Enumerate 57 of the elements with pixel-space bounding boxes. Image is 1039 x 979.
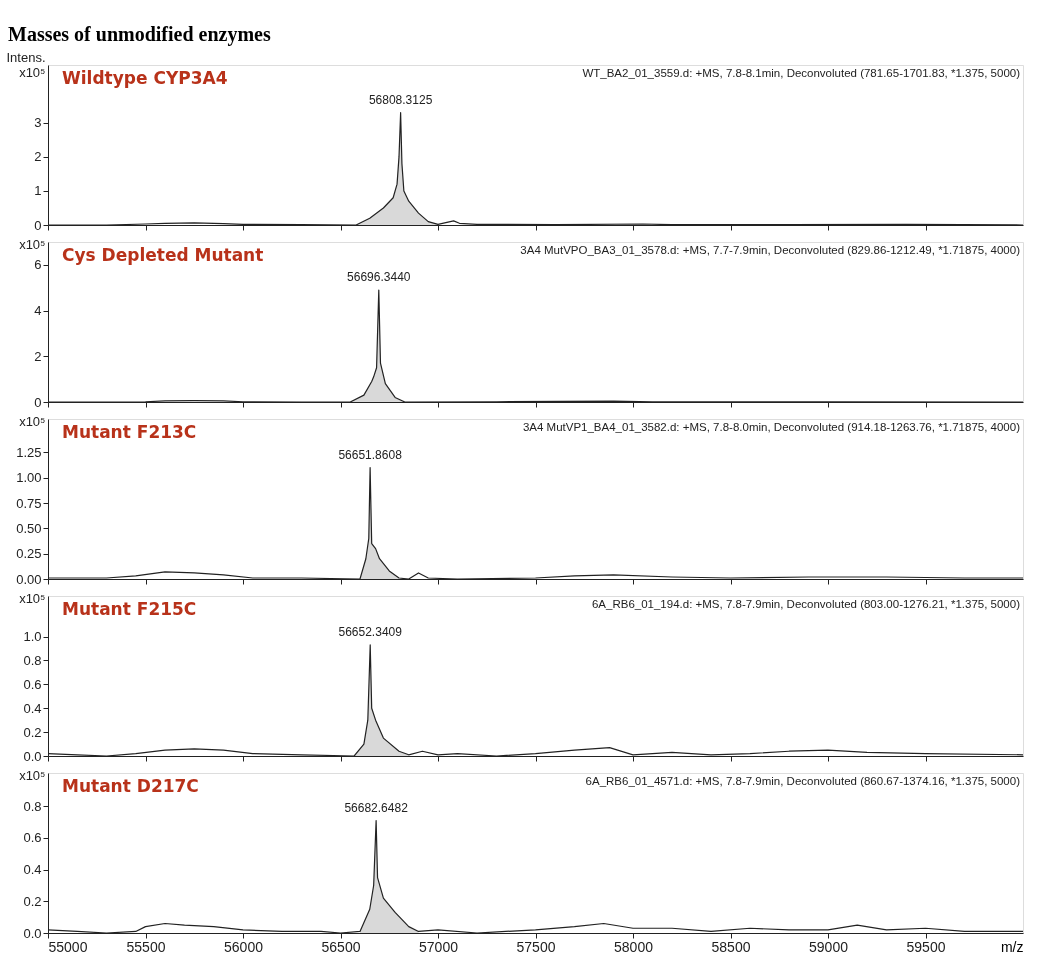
y-tick-label: 0.6 — [23, 830, 42, 846]
chart-title: Wildtype CYP3A4 — [62, 68, 228, 88]
y-tick-label: 0.4 — [23, 700, 42, 716]
y-tick-label: 0 — [34, 217, 42, 233]
y-tick-label: 0 — [34, 394, 42, 410]
y-tick-label: 0.50 — [16, 520, 42, 536]
y-tick-label: 4 — [34, 303, 42, 319]
x-tick-label: 55500 — [126, 938, 166, 955]
y-tick-label: 0.25 — [16, 546, 42, 562]
y-tick-label: 0.00 — [16, 571, 42, 587]
y-tick-label: 0.8 — [23, 652, 42, 668]
y-axis-title: x10⁵ — [19, 590, 46, 606]
x-tick-label: 55000 — [48, 938, 88, 955]
chart-subtitle: 6A_RB6_01_194.d: +MS, 7.8-7.9min, Deconvoluted (803.00-1276.21, *1.375, 5000) — [591, 598, 1021, 610]
x-tick-label: 57500 — [516, 938, 556, 955]
y-tick-label: 1.00 — [16, 470, 42, 486]
y-tick-label: 0.0 — [23, 925, 42, 941]
y-tick-label: 2 — [34, 149, 42, 165]
x-tick-label: 57000 — [419, 938, 459, 955]
y-axis-title: x10⁵ — [19, 236, 46, 252]
annotation: 56652.3409 — [338, 624, 403, 639]
y-tick-label: 0.4 — [23, 862, 42, 878]
chart-subtitle: 3A4 MutVPO_BA3_01_3578.d: +MS, 7.7-7.9min, Deconvoluted (829.86-1212.49, *1.71875, 4000) — [520, 244, 1021, 256]
y-tick-label: 3 — [34, 115, 42, 131]
y-tick-label: 0.8 — [23, 798, 42, 814]
annotation: 56651.8608 — [338, 447, 403, 462]
chart-subtitle: WT_BA2_01_3559.d: +MS, 7.8-8.1min, Deconvoluted (781.65-1701.83, *1.375, 5000) — [582, 67, 1021, 79]
y-tick-label: 0.2 — [23, 724, 42, 740]
y-tick-label: 1.25 — [16, 444, 42, 460]
x-tick-label: 56000 — [224, 938, 264, 955]
x-tick-label: 59000 — [809, 938, 849, 955]
y-tick-label: 0.0 — [23, 748, 42, 764]
chart-title: Mutant D217C — [62, 776, 199, 796]
chart-title: Mutant F213C — [62, 422, 197, 442]
chart-title: Cys Depleted Mutant — [62, 245, 264, 265]
y-tick-label: 1 — [34, 183, 42, 199]
annotation: 56696.3440 — [347, 270, 411, 284]
x-tick-label: 59500 — [906, 938, 946, 955]
annotation: 56808.3125 — [368, 92, 433, 107]
y-tick-label: 0.6 — [23, 676, 42, 692]
y-tick-label: 1.0 — [23, 629, 42, 645]
chart-title: Mutant F215C — [62, 599, 197, 619]
y-axis-title: x10⁵ — [19, 767, 46, 783]
x-tick-label: 58000 — [614, 938, 654, 955]
x-tick-label: 58500 — [711, 938, 751, 955]
y-tick-label: 0.2 — [23, 893, 42, 909]
text: Masses of unmodified enzymes — [8, 23, 271, 46]
x-axis-title: m/z — [1000, 938, 1024, 955]
chart-subtitle: 6A_RB6_01_4571.d: +MS, 7.8-7.9min, Deconvoluted (860.67-1374.16, *1.375, 5000) — [585, 775, 1021, 787]
chart-subtitle: 3A4 MutVP1_BA4_01_3582.d: +MS, 7.8-8.0min, Deconvoluted (914.18-1263.76, *1.71875, 4000) — [522, 421, 1021, 433]
annotation: 56682.6482 — [344, 800, 409, 815]
y-axis-title: Intens. x10⁵ — [6, 49, 46, 80]
y-tick-label: 0.75 — [16, 495, 42, 511]
y-tick-label: 6 — [34, 257, 42, 273]
y-tick-label: 2 — [34, 348, 42, 364]
x-tick-label: 56500 — [321, 938, 361, 955]
y-axis-title: x10⁵ — [19, 413, 46, 429]
